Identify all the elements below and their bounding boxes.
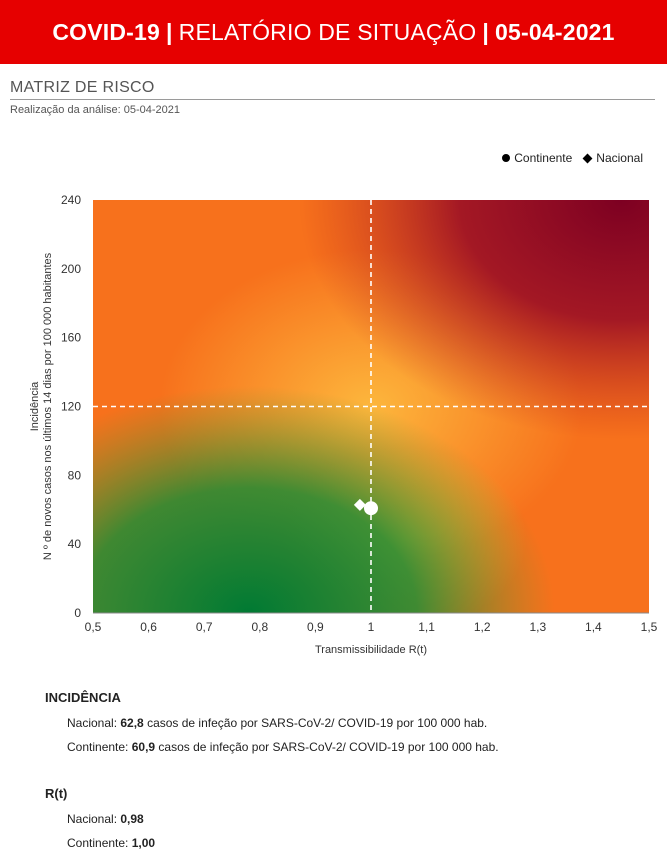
incidence-continente-suffix: casos de infeção por SARS-CoV-2/ COVID-1… xyxy=(155,740,499,754)
legend-label-continente: Continente xyxy=(514,151,573,165)
diamond-icon xyxy=(582,153,593,163)
rt-continente-label: Continente: xyxy=(67,836,132,850)
x-tick-label: 0,8 xyxy=(251,620,268,634)
x-tick-label: 1,1 xyxy=(418,620,435,634)
chart-legend: Continente Nacional xyxy=(490,151,643,165)
y-tick-label: 120 xyxy=(61,400,81,414)
y-tick-label: 0 xyxy=(74,606,81,620)
marker-continente xyxy=(364,501,378,516)
chart-axes: 0,5 0,6 0,7 0,8 0,9 1 1,1 1,2 1,3 1,4 1,5 0 40 80 120 1… xyxy=(29,193,658,656)
section-divider xyxy=(10,99,655,100)
incidence-nacional-label: Nacional: xyxy=(67,716,121,730)
incidence-section: INCIDÊNCIA Nacional: 62,8 casos de infeç… xyxy=(45,690,499,759)
incidence-continente-value: 60,9 xyxy=(131,740,156,754)
incidence-continente-label: Continente: xyxy=(67,740,132,754)
rt-nacional-label: Nacional: xyxy=(67,812,121,826)
legend-item-continente: Continente xyxy=(502,151,572,165)
x-tick-label: 1,4 xyxy=(585,620,602,634)
x-tick-label: 0,7 xyxy=(196,620,213,634)
plot-area xyxy=(93,200,649,613)
incidence-nacional-value: 62,8 xyxy=(120,716,144,730)
legend-item-nacional: Nacional xyxy=(582,151,643,165)
rt-continente-value: 1,00 xyxy=(131,836,156,850)
x-tick-label: 0,5 xyxy=(85,620,102,634)
report-header: COVID-19 | RELATÓRIO DE SITUAÇÃO | 05-04… xyxy=(0,0,667,64)
y-tick-label: 160 xyxy=(61,331,81,345)
risk-matrix-chart: 0,5 0,6 0,7 0,8 0,9 1 1,1 1,2 1,3 1,4 1,5 0 40 80 120 1… xyxy=(29,193,658,656)
marker-nacional xyxy=(353,498,366,511)
rt-continente: Continente: 1,00 xyxy=(67,831,155,855)
x-tick-label: 1,2 xyxy=(474,620,491,634)
circle-icon xyxy=(502,154,511,162)
header-separator: | xyxy=(482,18,490,45)
y-tick-label: 80 xyxy=(68,468,82,482)
rt-title: R(t) xyxy=(45,786,68,801)
x-axis-label: Transmissibilidade R(t) xyxy=(315,644,427,656)
y-axis-label-subtitle: N º de novos casos nos últimos 14 dias p… xyxy=(42,252,54,560)
x-tick-label: 1 xyxy=(368,620,375,634)
x-tick-label: 0,9 xyxy=(307,620,324,634)
y-tick-label: 40 xyxy=(68,537,82,551)
incidence-continente: Continente: 60,9 casos de infeção por SA… xyxy=(67,735,499,759)
header-title: COVID-19 xyxy=(52,18,161,45)
incidence-nacional: Nacional: 62,8 casos de infeção por SARS… xyxy=(67,711,499,735)
y-axis-label-title: Incidência xyxy=(29,381,41,431)
incidence-nacional-suffix: casos de infeção por SARS-CoV-2/ COVID-1… xyxy=(143,716,488,730)
rt-nacional: Nacional: 0,98 xyxy=(67,807,155,831)
x-tick-label: 0,6 xyxy=(140,620,157,634)
header-subtitle: RELATÓRIO DE SITUAÇÃO xyxy=(178,18,477,45)
chart-markers xyxy=(353,498,378,516)
y-tick-label: 200 xyxy=(61,262,81,276)
incidence-title: INCIDÊNCIA xyxy=(45,690,121,705)
header-date: 05-04-2021 xyxy=(495,18,615,45)
section-title: MATRIZ DE RISCO xyxy=(10,79,155,96)
rt-section: R(t) Nacional: 0,98 Continente: 1,00 xyxy=(45,786,155,855)
rt-nacional-value: 0,98 xyxy=(120,812,144,826)
header-separator: | xyxy=(166,18,173,45)
analysis-date: Realização da análise: 05-04-2021 xyxy=(10,104,181,116)
y-tick-label: 240 xyxy=(61,193,81,207)
x-tick-label: 1,3 xyxy=(529,620,546,634)
x-tick-label: 1,5 xyxy=(641,620,658,634)
legend-label-nacional: Nacional xyxy=(596,151,643,165)
